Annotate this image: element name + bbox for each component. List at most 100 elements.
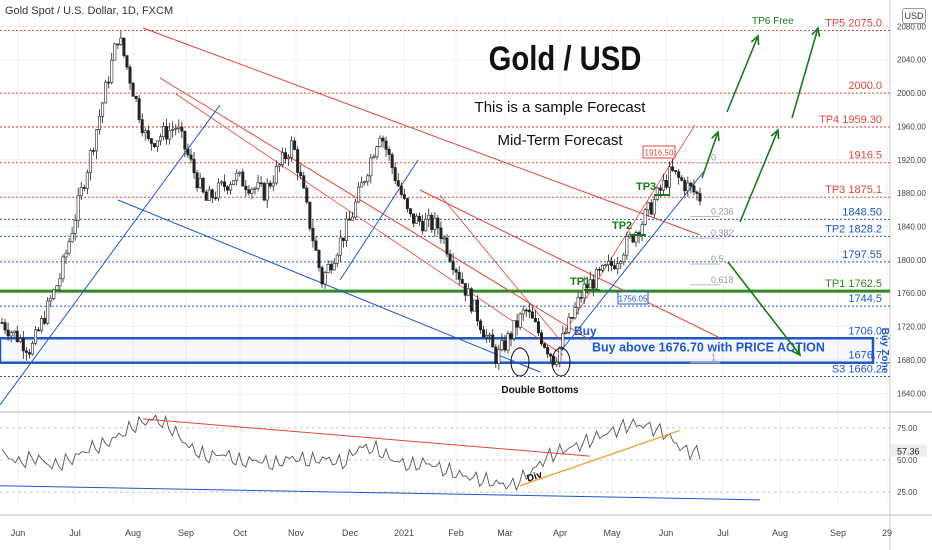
candle-body bbox=[655, 187, 659, 200]
fib-label: 0.618 bbox=[711, 275, 734, 285]
candle-body bbox=[436, 217, 440, 229]
candle-body bbox=[165, 126, 169, 140]
candle-body bbox=[250, 188, 254, 194]
candle-body bbox=[195, 172, 199, 189]
buy-zone-text: Buy above 1676.70 with PRICE ACTION bbox=[592, 340, 825, 354]
candle-body bbox=[134, 95, 138, 99]
candle-body bbox=[67, 241, 71, 254]
candle-body bbox=[677, 171, 681, 178]
candle-body bbox=[55, 285, 59, 291]
candle-body bbox=[192, 158, 196, 173]
forecast-arrow bbox=[726, 35, 759, 113]
candle-body bbox=[174, 128, 178, 130]
candle-body bbox=[585, 283, 589, 289]
candle-body bbox=[600, 264, 604, 271]
candle-body bbox=[463, 283, 467, 296]
candle-body bbox=[512, 320, 516, 339]
box-high-value: 1916.50 bbox=[645, 149, 674, 158]
candle-body bbox=[113, 43, 117, 61]
forecast-arrow-head bbox=[770, 128, 780, 140]
candle-body bbox=[570, 317, 574, 319]
candle-body bbox=[64, 252, 68, 258]
candle-body bbox=[597, 268, 601, 271]
box-low-value: 1756.05 bbox=[619, 295, 648, 304]
forecast-subtitle: This is a sample Forecast bbox=[474, 99, 646, 116]
candle-body bbox=[186, 148, 190, 156]
candle-body bbox=[232, 180, 236, 185]
candle-body bbox=[155, 140, 159, 148]
candle-body bbox=[314, 240, 318, 251]
candle-body bbox=[643, 209, 647, 225]
rsi-value-tag bbox=[891, 444, 927, 457]
price-level-label: 1706.0 bbox=[848, 325, 882, 337]
candle-body bbox=[491, 334, 495, 348]
candle-body bbox=[70, 233, 74, 243]
forecast-arrow bbox=[791, 27, 819, 119]
candle-body bbox=[680, 177, 684, 181]
candle-body bbox=[299, 172, 303, 177]
candle-body bbox=[445, 237, 449, 255]
x-tick-label: Jun bbox=[11, 528, 26, 538]
double-bottoms-label: Double Bottoms bbox=[501, 385, 579, 396]
candle-body bbox=[616, 263, 620, 270]
box-low-tag bbox=[617, 291, 649, 305]
x-tick-label: May bbox=[603, 528, 621, 538]
candle-body bbox=[110, 59, 114, 83]
tp6-label: TP6 Free bbox=[752, 16, 794, 27]
candle-body bbox=[85, 172, 89, 189]
candle-body bbox=[625, 236, 629, 256]
candle-body bbox=[40, 318, 44, 331]
tp1-label: TP1 bbox=[570, 276, 590, 288]
forecast-arrow-head bbox=[811, 26, 821, 38]
candle-body bbox=[347, 218, 351, 221]
candle-body bbox=[543, 343, 547, 348]
candle-body bbox=[21, 338, 25, 352]
fib-label: 0.382 bbox=[711, 228, 734, 238]
candle-body bbox=[546, 347, 550, 355]
candle-body bbox=[366, 175, 370, 182]
candle-body bbox=[137, 98, 141, 120]
rsi-div-label: Div bbox=[526, 469, 545, 484]
x-tick-label: Oct bbox=[233, 528, 248, 538]
candle-body bbox=[122, 37, 126, 56]
candle-body bbox=[344, 218, 348, 241]
candle-body bbox=[262, 183, 266, 201]
candle-body bbox=[402, 194, 406, 199]
candle-body bbox=[689, 182, 693, 187]
candle-body bbox=[302, 175, 306, 189]
candle-body bbox=[488, 334, 492, 337]
currency-badge[interactable]: USD bbox=[902, 8, 926, 24]
candle-body bbox=[37, 329, 41, 332]
x-tick-label: Nov bbox=[288, 528, 305, 538]
x-tick-label: 29 bbox=[882, 528, 892, 538]
forecast-arrow bbox=[739, 129, 779, 223]
buy-zone-box bbox=[0, 337, 875, 364]
candle-body bbox=[399, 185, 403, 195]
candle-body bbox=[658, 187, 662, 191]
candle-body bbox=[341, 237, 345, 241]
candle-body bbox=[216, 182, 220, 199]
candle-body bbox=[652, 199, 656, 215]
candle-body bbox=[0, 322, 4, 324]
candle-body bbox=[79, 187, 83, 196]
candle-body bbox=[457, 271, 461, 280]
trend-line-red bbox=[159, 77, 591, 341]
price-level-label: 1744.5 bbox=[848, 293, 882, 305]
candle-body bbox=[518, 313, 522, 328]
x-tick-label: Feb bbox=[448, 528, 464, 538]
candle-body bbox=[683, 180, 687, 192]
candle-body bbox=[143, 130, 147, 134]
candle-body bbox=[610, 261, 614, 266]
fib-label: 0.5 bbox=[711, 254, 724, 264]
candle-body bbox=[387, 149, 391, 155]
candle-body bbox=[293, 140, 297, 150]
candle-body bbox=[277, 164, 281, 167]
y-tick-label: 1880.00 bbox=[897, 189, 926, 198]
y-tick-label: 1640.00 bbox=[897, 389, 926, 398]
main-title: Gold / USD bbox=[488, 40, 642, 78]
candle-body bbox=[204, 191, 208, 201]
candle-body bbox=[76, 195, 80, 221]
candle-body bbox=[649, 202, 653, 215]
candle-body bbox=[9, 332, 13, 337]
y-tick-label: 2080.00 bbox=[897, 22, 926, 31]
